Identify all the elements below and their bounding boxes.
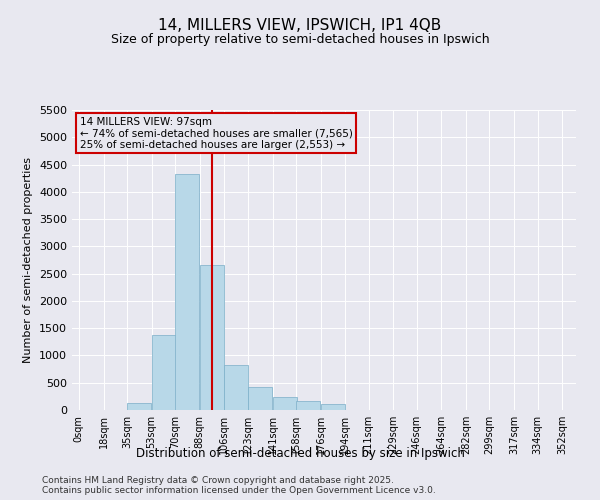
Bar: [248, 386, 272, 410]
Text: Distribution of semi-detached houses by size in Ipswich: Distribution of semi-detached houses by …: [136, 448, 464, 460]
Bar: [175, 174, 199, 410]
Bar: [200, 265, 224, 410]
Text: 14 MILLERS VIEW: 97sqm
← 74% of semi-detached houses are smaller (7,565)
25% of : 14 MILLERS VIEW: 97sqm ← 74% of semi-det…: [80, 116, 352, 150]
Bar: [224, 364, 248, 410]
Text: Contains HM Land Registry data © Crown copyright and database right 2025.
Contai: Contains HM Land Registry data © Crown c…: [42, 476, 436, 495]
Bar: [320, 404, 344, 410]
Bar: [127, 404, 151, 410]
Text: Size of property relative to semi-detached houses in Ipswich: Size of property relative to semi-detach…: [110, 32, 490, 46]
Y-axis label: Number of semi-detached properties: Number of semi-detached properties: [23, 157, 34, 363]
Bar: [296, 402, 320, 410]
Bar: [152, 334, 176, 410]
Text: 14, MILLERS VIEW, IPSWICH, IP1 4QB: 14, MILLERS VIEW, IPSWICH, IP1 4QB: [158, 18, 442, 32]
Bar: [272, 398, 296, 410]
